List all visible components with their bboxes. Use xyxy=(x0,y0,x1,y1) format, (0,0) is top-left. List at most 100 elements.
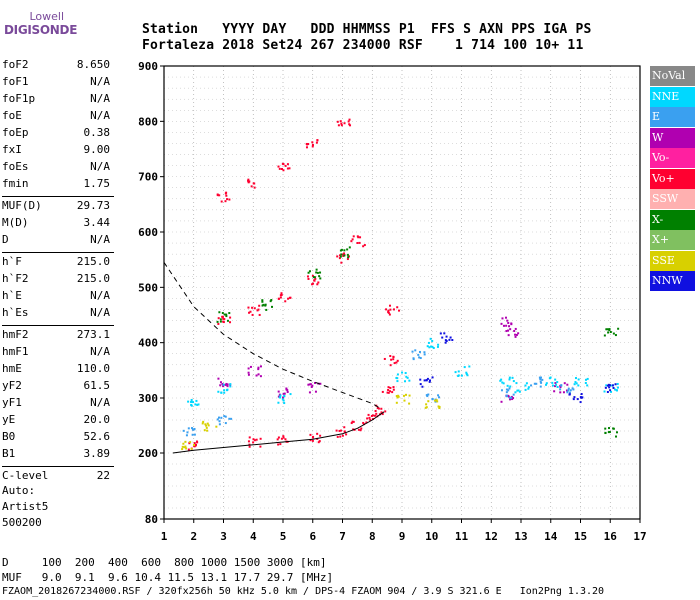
data-point-w xyxy=(566,383,569,386)
data-point-w xyxy=(506,319,509,322)
plot-frame xyxy=(163,65,641,520)
data-point-vo xyxy=(389,390,392,393)
data-point-sse xyxy=(403,399,406,402)
data-point-vo xyxy=(193,442,196,445)
param-value: N/A xyxy=(90,289,110,302)
x-tick-label: 6 xyxy=(309,530,316,543)
data-point-vo xyxy=(340,122,343,125)
data-point-nnw xyxy=(439,332,442,335)
data-point-vo xyxy=(318,440,321,443)
data-point-nne xyxy=(610,384,613,387)
data-point-vo xyxy=(311,439,314,442)
data-point-vo xyxy=(346,258,349,261)
data-point-vo xyxy=(340,429,343,432)
data-point-e xyxy=(505,388,508,391)
data-point-nne xyxy=(217,390,220,393)
param-b1: B1 3.89 xyxy=(2,447,110,465)
data-point-w xyxy=(554,382,557,385)
data-point-sse xyxy=(396,396,399,399)
param-value: 20.0 xyxy=(83,413,111,426)
data-point-x xyxy=(343,249,346,252)
data-point-sse xyxy=(205,426,208,429)
param-clevel: C-level 22 xyxy=(2,469,110,487)
data-point-nne xyxy=(454,371,457,374)
data-point-nnw xyxy=(448,338,451,341)
data-point-vo xyxy=(277,165,280,168)
data-point-vo xyxy=(392,388,395,391)
data-point-w xyxy=(283,392,286,395)
data-point-vo xyxy=(280,437,283,440)
data-point-e xyxy=(417,353,420,356)
data-point-x xyxy=(607,331,610,334)
data-point-nnw xyxy=(441,336,444,339)
x-tick-label: 14 xyxy=(544,530,558,543)
data-point-nnw xyxy=(426,377,429,380)
data-point-vo xyxy=(373,414,376,417)
data-point-vo xyxy=(317,281,320,284)
data-point-vo xyxy=(309,439,312,442)
data-point-nnw xyxy=(421,385,424,388)
data-point-e xyxy=(512,393,515,396)
data-point-vo xyxy=(335,429,338,432)
data-point-vo xyxy=(387,388,390,391)
data-point-vo xyxy=(317,441,320,444)
data-point-e xyxy=(423,351,426,354)
data-point-nne xyxy=(401,371,404,374)
data-point-e xyxy=(182,429,185,432)
data-point-e xyxy=(419,357,422,360)
data-point-e xyxy=(228,417,231,420)
data-point-sse xyxy=(184,445,187,448)
data-point-vo xyxy=(315,141,318,144)
param-separator xyxy=(2,252,114,253)
param-value: N/A xyxy=(90,396,110,409)
data-point-vo xyxy=(314,277,317,280)
data-point-vo xyxy=(338,429,341,432)
data-point-vo xyxy=(367,413,370,416)
data-point-vo xyxy=(248,443,251,446)
data-point-vo xyxy=(343,122,346,125)
logo: Lowell DIGISONDE xyxy=(4,10,77,37)
data-point-vo xyxy=(277,297,280,300)
data-point-vo xyxy=(220,200,223,203)
y-tick-label: 400 xyxy=(138,337,158,350)
data-point-w xyxy=(308,391,311,394)
logo-line1: Lowell xyxy=(29,10,64,23)
data-point-nne xyxy=(229,385,232,388)
data-point-x xyxy=(307,271,310,274)
data-point-vo xyxy=(282,435,285,438)
data-point-nnw xyxy=(449,336,452,339)
data-point-e xyxy=(572,388,575,391)
data-point-vo xyxy=(316,283,319,286)
data-point-nnw xyxy=(419,378,422,381)
data-point-vo xyxy=(387,386,390,389)
data-point-nne xyxy=(516,389,519,392)
data-point-vo xyxy=(305,146,308,149)
data-point-nnw xyxy=(611,384,614,387)
data-point-vo xyxy=(363,244,366,247)
data-point-vo xyxy=(388,313,391,316)
data-point-e xyxy=(533,382,536,385)
data-point-w xyxy=(510,322,513,325)
data-point-e xyxy=(437,394,440,397)
param-key: hmF1 xyxy=(2,345,29,358)
data-point-vo xyxy=(282,436,285,439)
data-point-vo xyxy=(384,410,387,413)
data-point-w xyxy=(500,400,503,403)
data-point-nne xyxy=(463,366,466,369)
param-yf2: yF2 61.5 xyxy=(2,379,110,397)
data-point-vo xyxy=(342,254,345,257)
data-point-nnw xyxy=(445,340,448,343)
data-point-vo xyxy=(343,430,346,433)
data-point-vo xyxy=(187,448,190,451)
data-point-nne xyxy=(457,374,460,377)
data-point-vo xyxy=(350,240,353,243)
data-point-vo xyxy=(224,200,227,203)
data-point-x xyxy=(270,299,273,302)
data-point-nne xyxy=(229,383,232,386)
data-point-nne xyxy=(584,378,587,381)
data-point-w xyxy=(309,383,312,386)
data-point-nne xyxy=(197,403,200,406)
data-point-x xyxy=(312,276,315,279)
data-point-vo xyxy=(380,411,383,414)
data-point-nne xyxy=(289,393,292,396)
